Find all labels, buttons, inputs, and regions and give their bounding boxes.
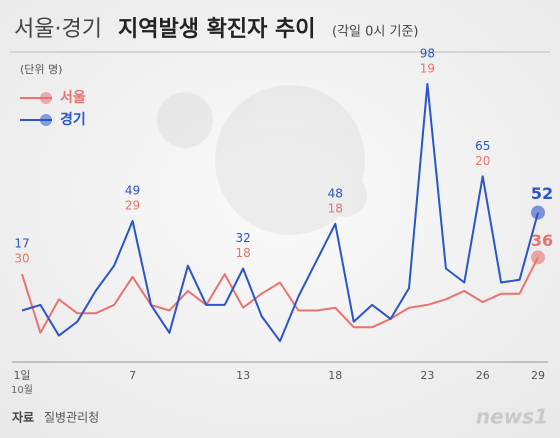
- data-label: 36: [531, 231, 553, 250]
- source: 질병관리청: [44, 411, 99, 425]
- data-label: 30: [14, 252, 29, 266]
- legend-label: 서울: [60, 89, 86, 106]
- source-label: 자료: [12, 410, 34, 425]
- x-tick-label: 1일: [13, 368, 30, 382]
- end-marker: [531, 250, 545, 265]
- series-line: [21, 83, 539, 343]
- x-tick-label: 29: [531, 369, 545, 382]
- data-label: 17: [14, 237, 29, 251]
- data-label: 48: [328, 186, 343, 200]
- end-marker: [531, 205, 545, 220]
- data-label: 18: [328, 201, 343, 215]
- data-label: 52: [531, 184, 553, 203]
- data-label: 32: [236, 231, 251, 245]
- unit-label: (단위 명): [20, 63, 62, 76]
- data-label: 19: [420, 61, 435, 75]
- data-label: 65: [475, 139, 490, 153]
- x-tick-label: 26: [476, 369, 490, 382]
- legend-marker: [40, 92, 52, 104]
- series-line: [21, 256, 539, 334]
- virus-decoration: [157, 85, 367, 235]
- chart-title: 지역발생 확진자 추이: [118, 17, 315, 42]
- subtitle: (각일 0시 기준): [332, 25, 418, 40]
- month-label: 10월: [11, 384, 33, 396]
- watermark: news1: [476, 405, 548, 429]
- x-tick-label: 18: [328, 369, 342, 382]
- x-tick-label: 23: [420, 369, 434, 382]
- legend-marker: [40, 114, 52, 126]
- x-tick-label: 13: [236, 369, 250, 382]
- legend-label: 경기: [60, 111, 86, 128]
- data-label: 98: [420, 46, 435, 60]
- data-label: 20: [475, 154, 490, 168]
- x-tick-label: 7: [129, 369, 136, 382]
- title-region: 서울·경기: [14, 17, 102, 42]
- data-label: 49: [125, 183, 140, 197]
- data-label: 29: [125, 198, 140, 212]
- data-label: 18: [236, 246, 251, 260]
